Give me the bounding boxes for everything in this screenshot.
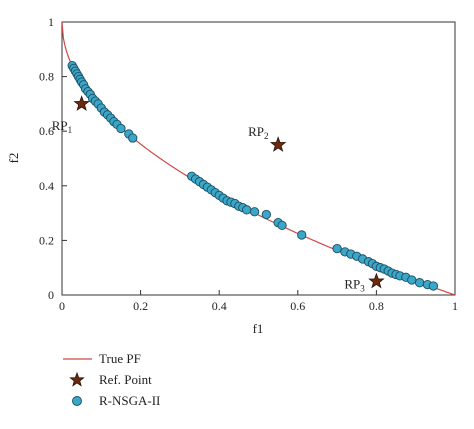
ref-point-label-2: RP2 bbox=[248, 124, 268, 141]
r-nsga-point bbox=[297, 230, 307, 240]
legend-ref-point-swatch bbox=[69, 371, 85, 387]
x-axis-label: f1 bbox=[253, 321, 264, 336]
r-nsga-point bbox=[116, 123, 126, 134]
y-tick-label: 0.8 bbox=[39, 70, 54, 84]
x-tick-label: 1 bbox=[452, 299, 458, 313]
r-nsga-point bbox=[407, 275, 417, 285]
y-tick-label: 1 bbox=[48, 15, 54, 29]
legend-r-nsga-swatch bbox=[72, 396, 82, 406]
ref-point-2 bbox=[269, 136, 287, 152]
r-nsga-point bbox=[242, 205, 252, 215]
y-tick-label: 0 bbox=[48, 288, 54, 302]
legend-true-pf-label: True PF bbox=[99, 351, 141, 366]
y-tick-label: 0.4 bbox=[39, 179, 54, 193]
x-tick-label: 0 bbox=[59, 299, 65, 313]
ref-point-1 bbox=[73, 95, 90, 111]
r-nsga-point bbox=[332, 243, 342, 254]
r-nsga-point bbox=[249, 207, 260, 217]
x-tick-label: 0.2 bbox=[133, 299, 148, 313]
ref-point-label-1: RP1 bbox=[52, 118, 72, 135]
plot-area-frame bbox=[61, 21, 456, 296]
y-tick-label: 0.2 bbox=[39, 233, 54, 247]
legend-ref-point-label: Ref. Point bbox=[99, 372, 152, 387]
r-nsga-point bbox=[128, 133, 138, 143]
x-tick-label: 0.4 bbox=[212, 299, 227, 313]
r-nsga-point bbox=[277, 220, 287, 231]
legend: True PF Ref. Point R-NSGA-II bbox=[63, 351, 160, 408]
ref-point-label-3: RP3 bbox=[344, 276, 365, 293]
ref-point-3 bbox=[368, 272, 385, 289]
y-axis-label: f2 bbox=[6, 153, 21, 164]
y-tick-label: 0.6 bbox=[39, 124, 54, 138]
r-nsga-point bbox=[428, 281, 439, 291]
r-nsga-point bbox=[261, 209, 272, 220]
x-tick-label: 0.6 bbox=[290, 299, 305, 313]
legend-r-nsga-label: R-NSGA-II bbox=[99, 393, 160, 408]
r-nsga-point bbox=[414, 278, 425, 288]
x-tick-label: 0.8 bbox=[369, 299, 384, 313]
